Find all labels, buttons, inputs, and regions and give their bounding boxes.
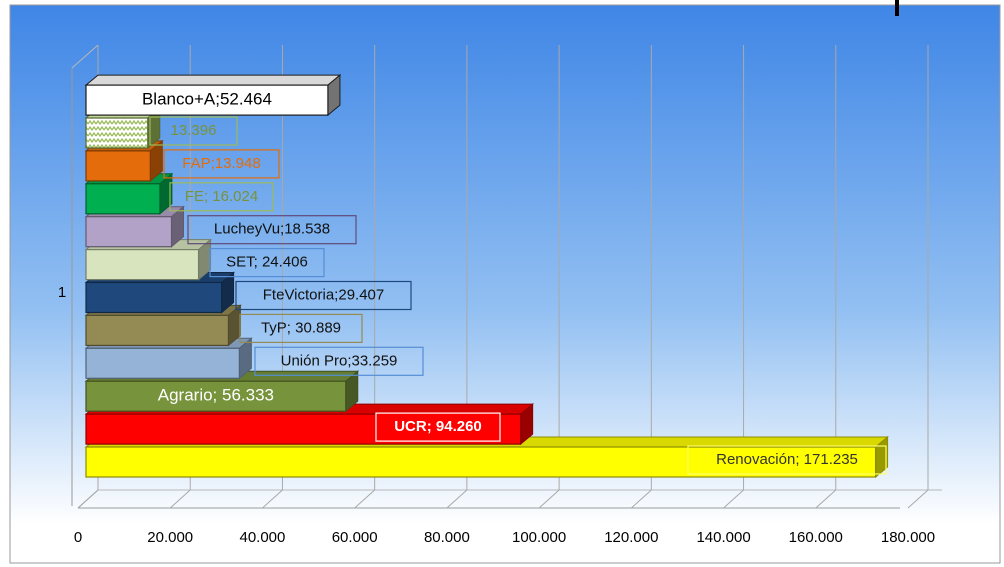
bar: [85, 84, 329, 116]
data-label: SET; 24.406: [226, 254, 308, 271]
bar: [85, 380, 347, 412]
cursor: [895, 0, 899, 16]
bar: [85, 183, 161, 215]
data-label: FteVictoria;29.407: [263, 286, 384, 303]
bar: [85, 150, 151, 182]
data-label: UCR; 94.260: [394, 418, 482, 435]
side-wall-edge: [71, 44, 99, 69]
bar: [85, 249, 200, 281]
data-label: LucheyVu;18.538: [214, 221, 330, 238]
data-label-box: [209, 248, 325, 278]
bar: [85, 446, 877, 478]
bar-top: [84, 74, 342, 86]
x-tick-label: 80.000: [424, 529, 470, 546]
x-tick-label: 60.000: [332, 529, 378, 546]
bar: [85, 347, 240, 379]
floor-grid-line: [815, 489, 837, 509]
x-tick-label: 180.000: [881, 529, 935, 546]
bar: [85, 117, 149, 149]
category-label: 1: [58, 284, 66, 301]
bar: [85, 216, 173, 248]
floor-grid-line: [446, 489, 468, 509]
floor-grid-line: [723, 489, 744, 509]
data-label: Unión Pro;33.259: [281, 352, 398, 369]
floor-grid-line: [77, 489, 99, 509]
floor-grid-line: [907, 489, 929, 509]
data-label: Agrario; 56.333: [158, 386, 274, 405]
data-label-box: [163, 149, 280, 179]
data-label: FAP;13.948: [182, 155, 260, 172]
data-label: FE; 16.024: [185, 188, 258, 205]
x-tick-label: 120.000: [604, 529, 658, 546]
data-label-box: [187, 215, 357, 245]
data-label-box: [375, 412, 501, 442]
x-tick-label: 140.000: [696, 529, 750, 546]
floor-grid-line: [262, 489, 283, 509]
data-label-box: [687, 445, 887, 475]
data-label: TyP; 30.889: [261, 319, 341, 336]
floor-grid-line: [630, 489, 652, 509]
data-label-box: [235, 280, 412, 311]
data-label: 13.396: [171, 122, 217, 139]
data-label-box: [169, 182, 274, 212]
bar: [85, 314, 230, 346]
x-tick-label: 40.000: [239, 529, 285, 546]
x-tick-label: 20.000: [147, 529, 193, 546]
floor-grid-line: [538, 489, 560, 509]
data-label: Blanco+A;52.464: [142, 90, 272, 109]
bar: [85, 281, 223, 314]
x-tick-label: 0: [74, 529, 82, 546]
data-label-box: [239, 313, 363, 343]
x-tick-label: 100.000: [512, 529, 566, 546]
x-tick-label: 160.000: [789, 529, 843, 546]
data-label-box: [149, 116, 238, 146]
data-label-box: [254, 346, 424, 376]
floor-grid-line: [169, 489, 191, 509]
data-label: Renovación; 171.235: [716, 451, 858, 468]
floor-grid-line: [354, 489, 376, 509]
